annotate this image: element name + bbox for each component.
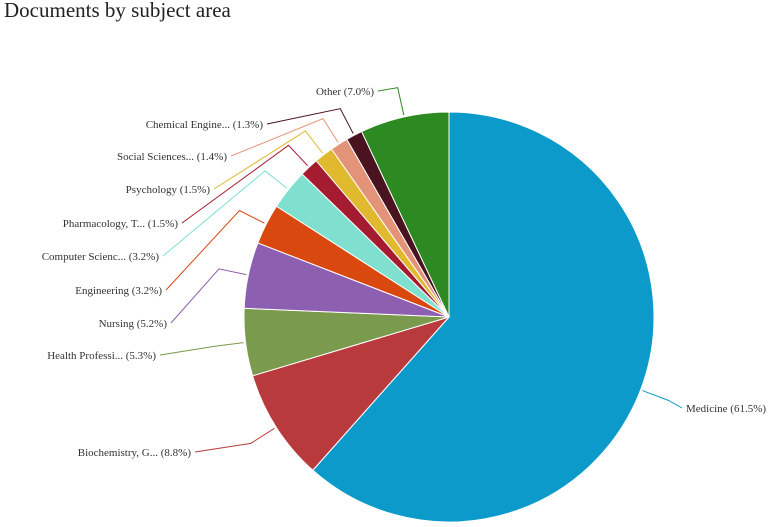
- leader-line-4: [165, 209, 265, 291]
- slice-label-5: Computer Scienc... (3.2%): [42, 251, 160, 263]
- pie-slice-0[interactable]: [312, 111, 655, 523]
- leader-line-5: [162, 170, 288, 257]
- slice-label-8: Social Sciences... (1.4%): [117, 151, 227, 163]
- slice-label-10: Other (7.0%): [316, 86, 374, 98]
- leader-line-3: [170, 268, 247, 324]
- slice-label-9: Chemical Engine... (1.3%): [146, 119, 264, 131]
- slice-label-6: Pharmacology, T... (1.5%): [63, 218, 179, 230]
- chart-title: Documents by subject area: [4, 0, 231, 22]
- leader-line-2: [159, 342, 244, 356]
- pie-slice-10[interactable]: [360, 111, 450, 318]
- leader-line-1: [194, 427, 275, 453]
- leader-line-0: [642, 390, 683, 409]
- slice-label-7: Psychology (1.5%): [126, 184, 211, 196]
- slice-label-3: Nursing (5.2%): [99, 318, 168, 330]
- leader-line-10: [377, 87, 405, 116]
- leader-line-7: [213, 130, 323, 190]
- leader-line-6: [181, 144, 309, 224]
- slice-label-1: Biochemistry, G... (8.8%): [78, 447, 192, 459]
- slice-label-0: Medicine (61.5%): [686, 403, 766, 415]
- slice-label-4: Engineering (3.2%): [75, 285, 162, 297]
- slice-label-2: Health Professi... (5.3%): [47, 350, 156, 362]
- leader-line-8: [230, 118, 339, 157]
- leader-line-9: [266, 108, 354, 134]
- pie-slice-1[interactable]: [251, 316, 451, 471]
